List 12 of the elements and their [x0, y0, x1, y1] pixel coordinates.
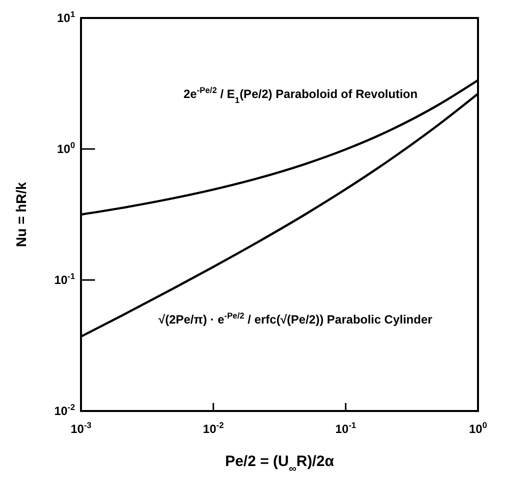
- y-tick-label: 10$^{1}$: [56, 9, 76, 25]
- y-axis-title: Nu = hR/k: [13, 182, 29, 247]
- y-tick-label: 10$^{0}$: [56, 140, 76, 156]
- y-tick-label: 10$^{-2}$: [54, 402, 76, 418]
- x-axis-title: Pe/2 = (U$_{∞}$R)/2α: [225, 453, 335, 475]
- y-tick-label: 10$^{-1}$: [54, 271, 76, 287]
- x-tick-label: 10$^{-1}$: [335, 420, 356, 436]
- x-tick-label: 10$^{0}$: [468, 420, 488, 436]
- x-tick-label: 10$^{-3}$: [70, 420, 92, 436]
- series-label: √(2Pe/π) · e$^{-Pe/2}$ / erfc(√(Pe/2)) Parabolic Cylinder: [158, 310, 433, 326]
- series-label: 2e$^{-Pe/2}$ / E$_{1}$(Pe/2) Paraboloid of Revolution: [183, 85, 418, 106]
- x-tick-label: 10$^{-2}$: [202, 420, 224, 436]
